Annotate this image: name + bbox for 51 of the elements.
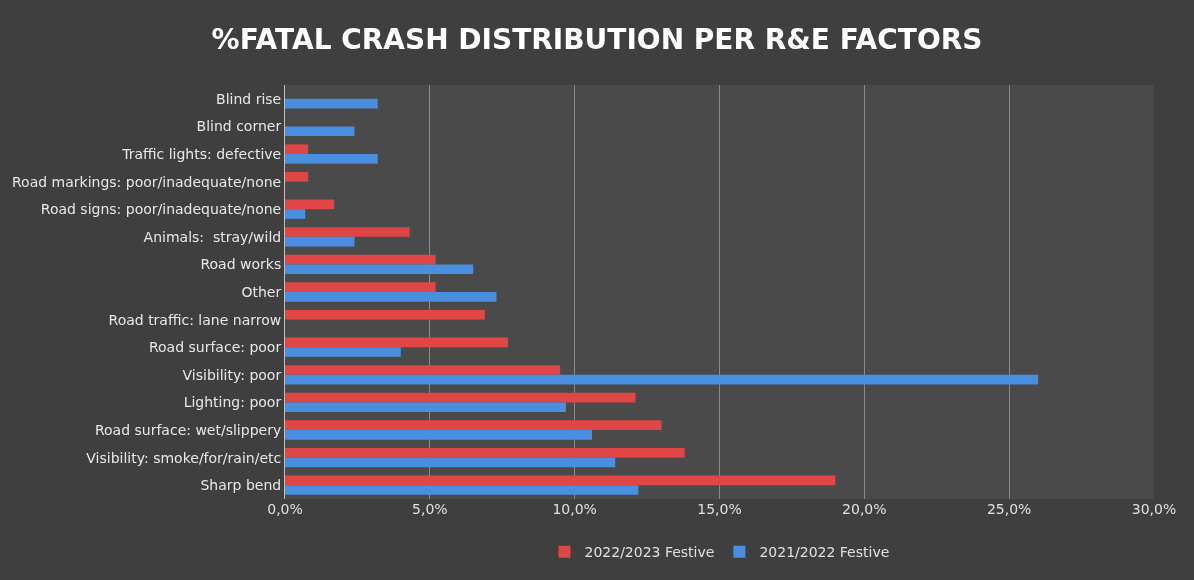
bar <box>285 98 378 109</box>
bar <box>285 447 685 458</box>
x-tick-label: 20,0% <box>842 501 887 517</box>
chart-title: %FATAL CRASH DISTRIBUTION PER R&E FACTORS <box>211 22 983 56</box>
bar <box>285 254 436 265</box>
bar <box>285 126 355 137</box>
x-tick-label: 10,0% <box>552 501 597 517</box>
x-tick-label: 25,0% <box>986 501 1032 517</box>
bar <box>285 282 436 292</box>
y-tick-label: Road traffic: lane narrow <box>108 311 282 328</box>
bar <box>285 430 593 440</box>
bar <box>285 227 410 237</box>
bar <box>285 402 566 413</box>
bar <box>285 209 306 219</box>
y-tick-label: Road works <box>200 256 282 273</box>
bar <box>285 292 497 302</box>
bar <box>285 154 378 164</box>
x-tick-label: 15,0% <box>697 501 742 517</box>
y-tick-label: Other <box>241 283 282 300</box>
y-tick-label: Blind rise <box>216 90 282 107</box>
bar <box>285 374 1039 385</box>
bar <box>285 420 662 430</box>
y-tick-label: Animals: stray/wild <box>143 228 282 245</box>
bar <box>285 347 401 357</box>
y-tick-label: Blind corner <box>196 118 282 135</box>
legend-label: 2022/2023 Festive <box>584 544 715 561</box>
bar <box>285 236 355 247</box>
y-tick-label: Traffic lights: defective <box>121 145 282 162</box>
y-tick-label: Road markings: poor/inadequate/none <box>12 173 282 190</box>
bar <box>285 309 485 320</box>
bar <box>285 337 509 348</box>
y-tick-label: Visibility: smoke/for/rain/etc <box>86 449 282 466</box>
y-tick-label: Lighting: poor <box>183 394 282 411</box>
x-tick-label: 30,0% <box>1131 501 1177 517</box>
bar <box>285 171 309 182</box>
bar <box>285 365 561 375</box>
x-tick-label: 0,0% <box>267 501 303 517</box>
bar <box>285 485 639 495</box>
y-tick-label: Road surface: poor <box>148 339 282 356</box>
y-tick-label: Visibility: poor <box>182 366 282 383</box>
bar <box>285 199 335 210</box>
bar <box>285 475 836 486</box>
bar <box>285 264 474 275</box>
y-tick-label: Road signs: poor/inadequate/none <box>40 201 282 218</box>
bar <box>285 392 636 403</box>
y-tick-label: Road surface: wet/slippery <box>94 421 282 438</box>
x-tick-label: 5,0% <box>412 501 448 517</box>
bar <box>285 457 616 468</box>
bar <box>285 144 309 154</box>
legend-label: 2021/2022 Festive <box>759 544 890 561</box>
y-tick-label: Sharp bend <box>200 477 282 494</box>
